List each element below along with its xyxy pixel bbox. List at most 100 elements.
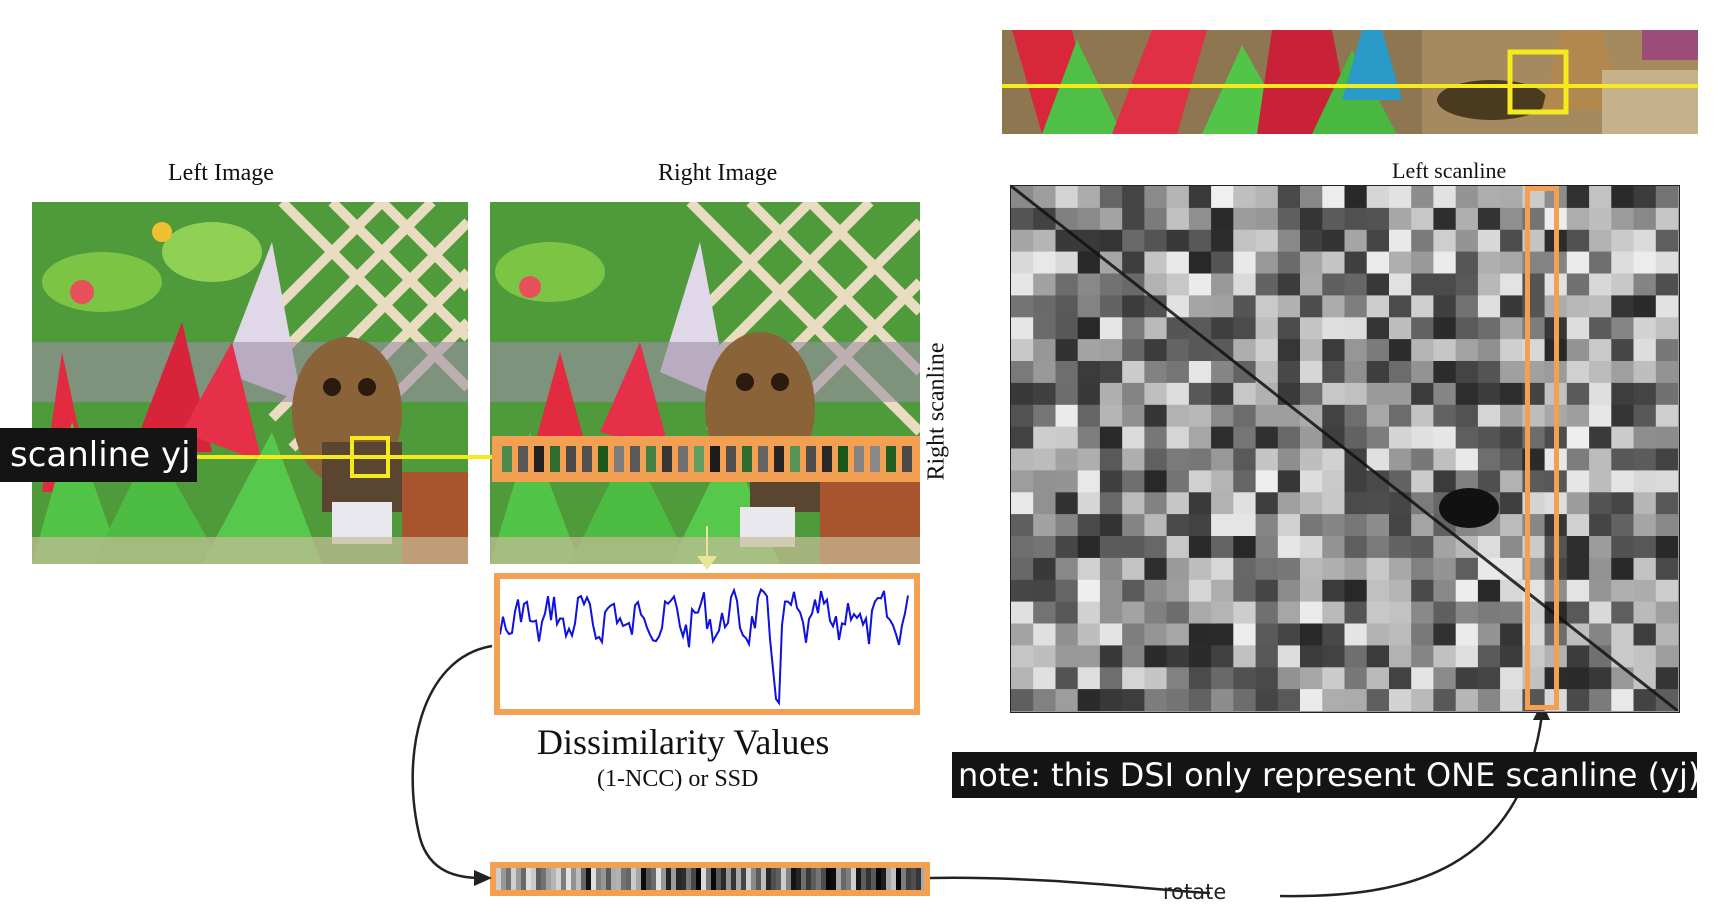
- dsi-cell: [1633, 295, 1657, 318]
- dsi-cell: [1188, 601, 1212, 624]
- candidate-patch: [886, 446, 896, 472]
- scanline-label: scanline yj: [0, 428, 197, 482]
- dsi-cell: [1500, 492, 1523, 515]
- dsi-cell: [1655, 601, 1678, 624]
- dsi-cell: [1077, 273, 1101, 296]
- dsi-cell: [1322, 229, 1345, 253]
- dsi-cell: [1655, 229, 1678, 253]
- strip-cell: [526, 868, 531, 890]
- strip-cell: [891, 868, 896, 890]
- candidate-patch: [726, 446, 736, 472]
- dsi-cell: [1055, 667, 1079, 690]
- dsi-cell: [1166, 623, 1190, 646]
- dsi-cell: [1233, 448, 1256, 471]
- dsi-cell: [1389, 295, 1412, 318]
- dsi-cell: [1633, 273, 1657, 296]
- dsi-cell: [1122, 229, 1145, 253]
- dsi-cell: [1566, 667, 1590, 690]
- candidate-patch-group: [502, 446, 912, 472]
- dsi-cell: [1077, 186, 1101, 209]
- dsi-cell: [1277, 645, 1301, 668]
- dsi-cell: [1255, 361, 1279, 384]
- dsi-cell: [1077, 317, 1101, 340]
- dsi-cell: [1144, 470, 1168, 493]
- strip-cell: [571, 868, 576, 890]
- dsi-cell: [1188, 623, 1212, 646]
- dsi-cell: [1233, 295, 1256, 318]
- dsi-cell: [1277, 273, 1301, 296]
- dsi-cell: [1300, 295, 1323, 318]
- dsi-cell: [1411, 207, 1434, 231]
- strip-cell: [841, 868, 846, 890]
- dsi-cell: [1344, 273, 1368, 296]
- dsi-cell: [1055, 426, 1079, 449]
- dsi-cell: [1099, 317, 1123, 340]
- dsi-cell: [1455, 273, 1479, 296]
- dsi-cell: [1099, 623, 1123, 646]
- dsi-cell: [1211, 492, 1234, 515]
- dsi-cell: [1411, 492, 1434, 515]
- dsi-cell: [1500, 470, 1523, 493]
- dsi-cell: [1011, 382, 1034, 406]
- dsi-cell: [1188, 207, 1212, 231]
- dsi-cell: [1055, 448, 1079, 471]
- dsi-cell: [1255, 448, 1279, 471]
- dsi-cell: [1655, 579, 1678, 603]
- strip-cell: [906, 868, 911, 890]
- arrow-down-icon: [697, 526, 717, 570]
- dsi-cell: [1188, 404, 1212, 428]
- dsi-cell: [1366, 186, 1390, 209]
- strip-cell: [911, 868, 916, 890]
- dsi-cell: [1589, 492, 1612, 515]
- dsi-cell: [1589, 361, 1612, 384]
- dsi-cell: [1477, 273, 1501, 296]
- strip-cell: [556, 868, 561, 890]
- dsi-cell: [1033, 426, 1056, 449]
- dsi-cell: [1055, 557, 1079, 581]
- dsi-cell: [1099, 514, 1123, 537]
- strip-cell: [746, 868, 751, 890]
- dsi-cell: [1055, 207, 1079, 231]
- dsi-cell: [1433, 229, 1457, 253]
- dsi-cell: [1011, 317, 1034, 340]
- dsi-cell: [1122, 579, 1145, 603]
- candidate-patch: [630, 446, 640, 472]
- dsi-cell: [1055, 186, 1079, 209]
- dsi-cell: [1099, 273, 1123, 296]
- dissimilarity-curve: [500, 587, 909, 706]
- dsi-cell: [1322, 339, 1345, 362]
- dsi-cell: [1389, 689, 1412, 711]
- candidate-patch: [806, 446, 816, 472]
- dsi-cell: [1055, 601, 1079, 624]
- dsi-cell: [1344, 536, 1368, 559]
- dsi-cell: [1566, 186, 1590, 209]
- strip-cell: [511, 868, 516, 890]
- dsi-cell: [1455, 579, 1479, 603]
- candidate-patch: [694, 446, 704, 472]
- dsi-cell: [1433, 426, 1457, 449]
- dsi-cell: [1589, 601, 1612, 624]
- dsi-cell: [1433, 601, 1457, 624]
- dsi-cell: [1389, 317, 1412, 340]
- dsi-cell: [1633, 207, 1657, 231]
- dsi-cell: [1611, 667, 1634, 690]
- dsi-cell: [1188, 382, 1212, 406]
- strip-cell: [861, 868, 866, 890]
- dsi-cell: [1589, 339, 1612, 362]
- strip-cell: [786, 868, 791, 890]
- candidate-patch: [854, 446, 864, 472]
- dsi-cell: [1433, 470, 1457, 493]
- strip-cell: [716, 868, 721, 890]
- dsi-cell: [1122, 207, 1145, 231]
- dsi-cell: [1211, 295, 1234, 318]
- dsi-cell: [1255, 382, 1279, 406]
- candidate-patch: [758, 446, 768, 472]
- dsi-cell: [1411, 514, 1434, 537]
- dsi-cell: [1389, 579, 1412, 603]
- dsi-cell: [1233, 186, 1256, 209]
- dsi-cell: [1611, 448, 1634, 471]
- top-scene-strip: [1002, 30, 1698, 134]
- dsi-cell: [1099, 689, 1123, 711]
- dsi-cell: [1166, 426, 1190, 449]
- dsi-cell: [1566, 339, 1590, 362]
